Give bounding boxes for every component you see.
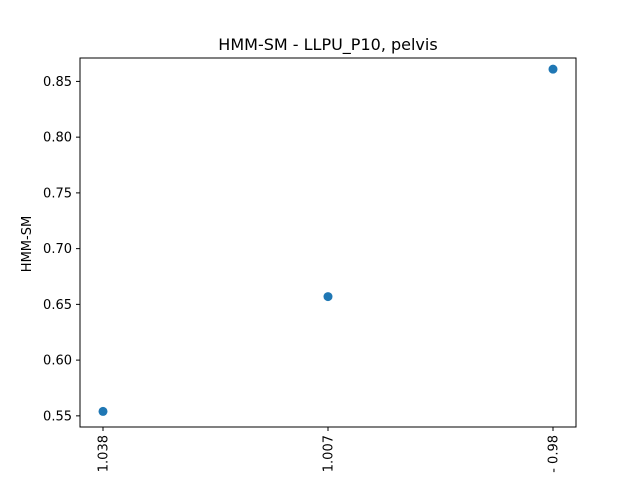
x-tick-label: 1.038	[97, 435, 112, 472]
axes-frame	[79, 57, 577, 428]
data-point	[548, 64, 558, 74]
x-tick-label: - 0.98	[547, 435, 562, 473]
y-tick-label: 0.75	[43, 186, 72, 201]
y-tick-label: 0.85	[43, 75, 72, 90]
y-tick-label: 0.70	[43, 242, 72, 257]
y-tick-label: 0.60	[43, 354, 72, 369]
y-tick-label: 0.65	[43, 298, 72, 313]
data-point	[323, 292, 333, 302]
y-tick-label: 0.55	[43, 409, 72, 424]
chart-title: HMM-SM - LLPU_P10, pelvis	[218, 35, 437, 55]
y-tick-label: 0.80	[43, 131, 72, 146]
y-axis-label: HMM-SM	[20, 216, 35, 272]
data-point	[98, 406, 108, 416]
plot-area: 0.55 0.60 0.65 0.70 0.75 0.80 0.85 1.038 1.007 - …	[43, 64, 562, 473]
x-tick-label: 1.007	[322, 435, 337, 472]
